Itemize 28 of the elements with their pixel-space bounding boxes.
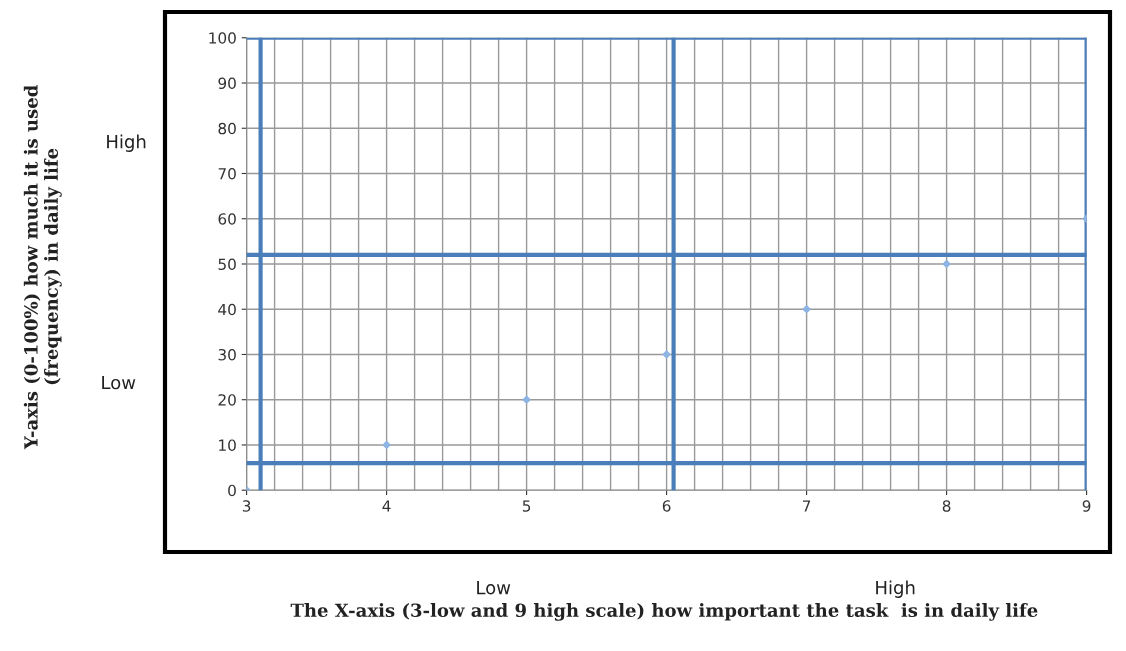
y-tick-label: 80 <box>218 122 236 135</box>
x-tick-label: 4 <box>382 500 391 512</box>
point <box>802 305 811 314</box>
text: The X-axis (3-low and 9 high scale) how important the task is in daily life <box>290 603 1038 621</box>
x-tick-label: 5 <box>522 500 531 512</box>
text: Low <box>102 375 136 390</box>
y-tick-label: 30 <box>218 348 236 361</box>
x-tick-label: 8 <box>942 500 951 512</box>
point <box>382 440 391 450</box>
y-tick-label: 10 <box>219 439 236 451</box>
y-tick-label: 70 <box>218 167 236 180</box>
y-tick-label: 90 <box>218 77 236 90</box>
x-tick-label: 7 <box>802 500 811 512</box>
x-tick-label: 6 <box>662 500 671 512</box>
y-tick-label: 100 <box>209 32 236 44</box>
y-tick-label: 50 <box>218 258 236 270</box>
y-tick-label: 0 <box>228 484 236 497</box>
text: Low <box>477 580 511 595</box>
x-tick-label: 3 <box>242 500 251 512</box>
y-tick-label: 40 <box>218 303 236 316</box>
y-tick-label: 60 <box>218 213 236 225</box>
text: Y-axis (0-100%) how much it is used (frequency) in daily life <box>23 85 62 450</box>
text: High <box>876 580 915 598</box>
text: High <box>107 134 146 152</box>
point <box>662 350 671 359</box>
point <box>522 395 531 404</box>
x-tick-label: 9 <box>1082 500 1091 512</box>
y-tick-label: 20 <box>218 394 236 406</box>
